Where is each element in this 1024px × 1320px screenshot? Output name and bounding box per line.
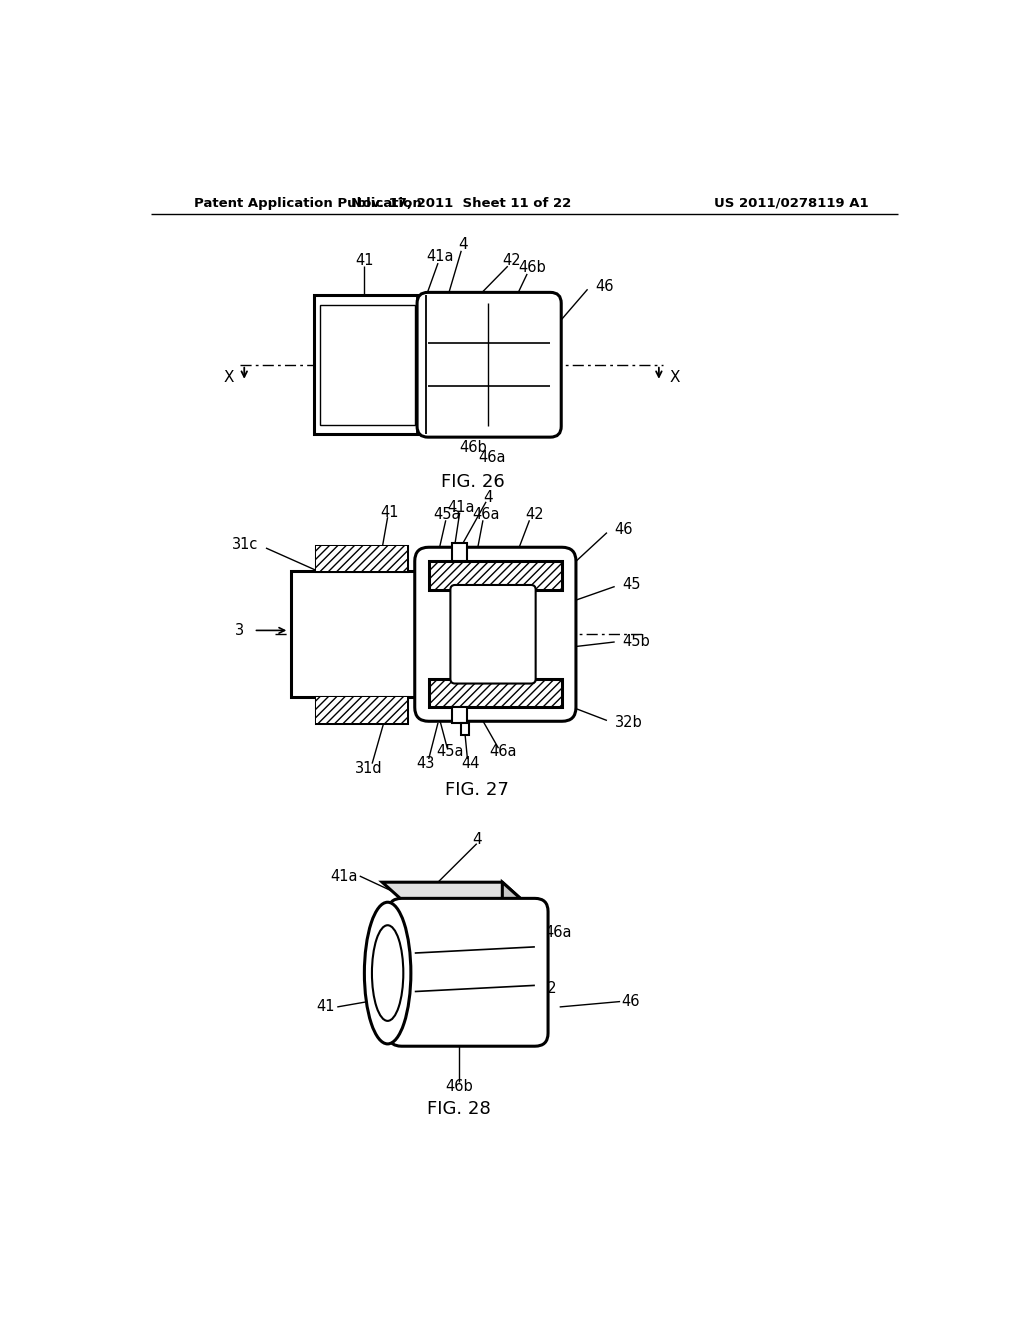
Text: 46a: 46a xyxy=(478,450,506,465)
Text: 3: 3 xyxy=(236,623,245,638)
Text: 46b: 46b xyxy=(445,1078,473,1094)
Text: US 2011/0278119 A1: US 2011/0278119 A1 xyxy=(714,197,868,210)
Text: 46a: 46a xyxy=(472,507,500,523)
Text: 41: 41 xyxy=(380,506,398,520)
Text: 4: 4 xyxy=(472,833,481,847)
FancyBboxPatch shape xyxy=(388,899,548,1047)
Text: 41a: 41a xyxy=(427,249,454,264)
Text: 45a: 45a xyxy=(436,743,464,759)
Text: FIG. 28: FIG. 28 xyxy=(427,1101,490,1118)
Text: FIG. 27: FIG. 27 xyxy=(444,781,509,799)
Ellipse shape xyxy=(365,903,411,1044)
Bar xyxy=(429,561,562,590)
Text: 46b: 46b xyxy=(518,260,546,276)
Text: X: X xyxy=(223,370,234,384)
Bar xyxy=(429,561,562,590)
Text: 41: 41 xyxy=(316,999,335,1015)
Text: 45a: 45a xyxy=(433,507,461,523)
Text: 41a: 41a xyxy=(447,500,475,515)
Text: 45: 45 xyxy=(623,577,641,593)
Bar xyxy=(429,678,562,708)
Text: 45b: 45b xyxy=(623,635,650,649)
Bar xyxy=(461,723,469,735)
Bar xyxy=(429,678,562,708)
Text: 31c: 31c xyxy=(231,537,258,553)
Bar xyxy=(315,545,407,572)
Text: Patent Application Publication: Patent Application Publication xyxy=(194,197,422,210)
Text: 32b: 32b xyxy=(614,714,642,730)
Text: 43: 43 xyxy=(417,756,435,771)
Text: 46a: 46a xyxy=(544,925,571,940)
Polygon shape xyxy=(382,882,535,911)
Text: 4: 4 xyxy=(458,238,468,252)
Bar xyxy=(315,697,407,723)
Text: FIG. 26: FIG. 26 xyxy=(441,473,505,491)
Text: 42: 42 xyxy=(539,981,557,997)
Text: 46: 46 xyxy=(622,994,640,1008)
Text: 46: 46 xyxy=(595,279,613,294)
Text: 46a: 46a xyxy=(489,743,517,759)
Text: 4: 4 xyxy=(482,490,493,504)
Text: X: X xyxy=(670,370,680,384)
Bar xyxy=(314,296,421,434)
Bar xyxy=(452,708,467,723)
Bar xyxy=(452,544,467,561)
Bar xyxy=(315,697,407,723)
Bar xyxy=(291,572,434,697)
FancyBboxPatch shape xyxy=(417,293,561,437)
Text: 46b: 46b xyxy=(459,441,486,455)
Polygon shape xyxy=(503,882,535,1034)
Text: 42: 42 xyxy=(503,252,521,268)
Text: 42: 42 xyxy=(525,507,544,523)
Bar xyxy=(321,305,415,425)
Text: 41: 41 xyxy=(355,252,374,268)
FancyBboxPatch shape xyxy=(451,585,536,684)
Text: 41a: 41a xyxy=(331,869,358,883)
FancyBboxPatch shape xyxy=(415,548,575,721)
Text: Nov. 17, 2011  Sheet 11 of 22: Nov. 17, 2011 Sheet 11 of 22 xyxy=(351,197,571,210)
Ellipse shape xyxy=(372,925,403,1020)
Text: 31d: 31d xyxy=(354,760,382,776)
Text: 44: 44 xyxy=(461,756,480,771)
Bar xyxy=(315,545,407,572)
Text: 46: 46 xyxy=(614,521,633,537)
